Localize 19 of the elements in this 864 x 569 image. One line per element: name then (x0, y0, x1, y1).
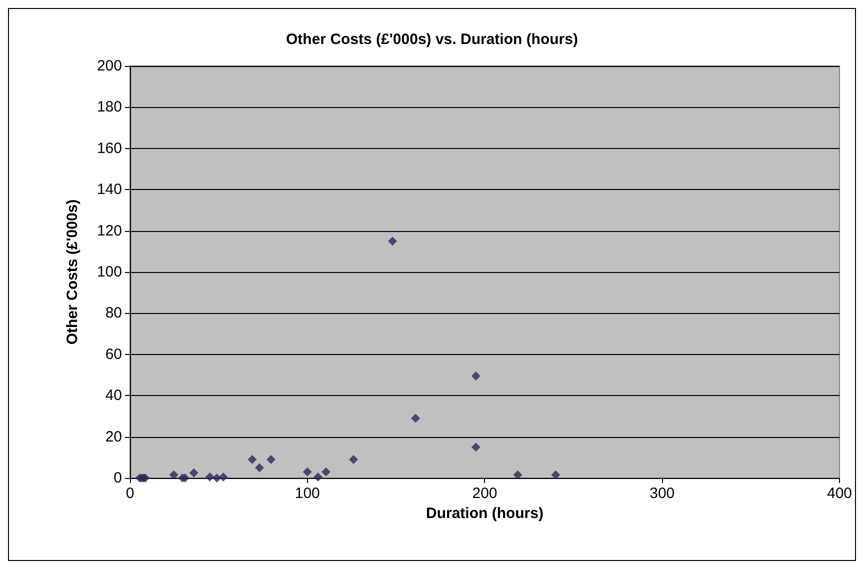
x-tick-label: 300 (650, 485, 675, 502)
x-tick-label: 100 (294, 485, 320, 502)
y-tick-label: 40 (105, 387, 122, 404)
y-tick-label: 180 (96, 98, 122, 116)
x-tick-label: 400 (826, 485, 852, 502)
chart-title: Other Costs (£'000s) vs. Duration (hours) (286, 31, 578, 48)
x-tick-label: 0 (126, 485, 134, 502)
y-tick-label: 200 (96, 58, 122, 74)
y-tick-label: 20 (105, 428, 122, 446)
y-tick-label: 80 (105, 304, 122, 322)
y-tick-label: 100 (96, 264, 122, 280)
y-tick-label: 60 (105, 346, 122, 363)
y-axis-title: Other Costs (£'000s) (64, 199, 81, 345)
x-axis-title: Duration (hours) (426, 505, 544, 522)
y-tick-label: 0 (114, 470, 122, 486)
y-tick-label: 140 (96, 181, 122, 198)
y-tick-label: 120 (96, 222, 122, 240)
y-tick-label: 160 (96, 140, 122, 157)
x-tick-label: 200 (472, 485, 498, 502)
